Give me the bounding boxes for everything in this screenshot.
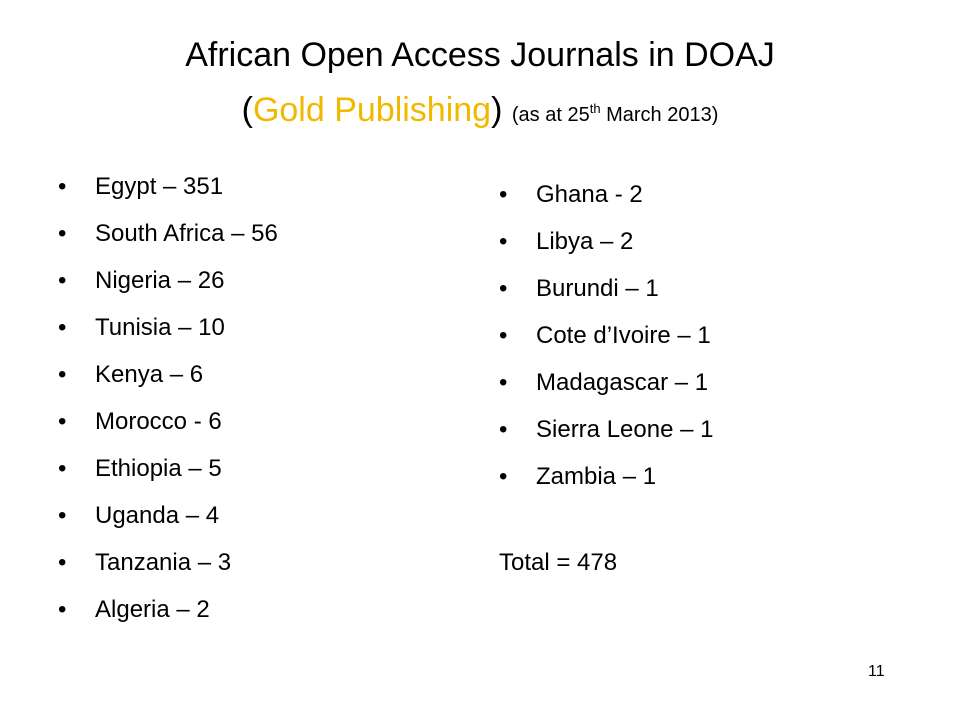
- list-item: • Zambia – 1: [499, 462, 713, 509]
- as-at-superscript: th: [589, 101, 601, 116]
- list-item-label: Libya – 2: [536, 228, 634, 255]
- left-country-list: • Egypt – 351 • South Africa – 56 • Nigeria…: [58, 172, 278, 642]
- bullet-icon: •: [499, 181, 508, 208]
- list-item: • Morocco - 6: [58, 407, 278, 454]
- list-item: • Egypt – 351: [58, 172, 278, 219]
- list-item-label: Cote d’Ivoire – 1: [536, 322, 711, 349]
- bullet-icon: •: [58, 455, 67, 482]
- list-item: • Burundi – 1: [499, 274, 713, 321]
- title-open-paren: (: [241, 91, 253, 129]
- as-at-prefix: (as at 25: [511, 104, 590, 126]
- bullet-icon: •: [499, 322, 508, 349]
- list-item-label: Ghana - 2: [536, 181, 643, 208]
- gold-publishing-label: Gold Publishing: [252, 91, 492, 129]
- as-at-suffix: March 2013): [600, 104, 719, 126]
- list-item: • Libya – 2: [499, 227, 713, 274]
- list-item-label: Burundi – 1: [536, 275, 659, 302]
- right-country-list: • Ghana - 2 • Libya – 2 • Burundi – 1 • Cote…: [499, 180, 713, 509]
- bullet-icon: •: [58, 502, 67, 529]
- list-item-label: Kenya – 6: [95, 361, 204, 388]
- list-item: • Sierra Leone – 1: [499, 415, 713, 462]
- total-count: Total = 478: [499, 549, 618, 576]
- bullet-icon: •: [58, 267, 67, 294]
- list-item: • Cote d’Ivoire – 1: [499, 321, 713, 368]
- list-item-label: Algeria – 2: [95, 596, 210, 623]
- list-item-label: Tunisia – 10: [95, 314, 225, 341]
- list-item-label: Madagascar – 1: [536, 369, 709, 396]
- list-item-label: Egypt – 351: [95, 173, 224, 200]
- page-number: 11: [868, 663, 885, 680]
- list-item-label: Sierra Leone – 1: [536, 416, 714, 443]
- bullet-icon: •: [58, 596, 67, 623]
- list-item: • Ethiopia – 5: [58, 454, 278, 501]
- list-item: • Madagascar – 1: [499, 368, 713, 415]
- bullet-icon: •: [499, 275, 508, 302]
- bullet-icon: •: [58, 220, 67, 247]
- list-item: • Tunisia – 10: [58, 313, 278, 360]
- list-item-label: Ethiopia – 5: [95, 455, 222, 482]
- list-item-label: Tanzania – 3: [95, 549, 232, 576]
- title-main: African Open Access Journals in DOAJ: [185, 36, 775, 74]
- list-item: • Uganda – 4: [58, 501, 278, 548]
- slide-title: African Open Access Journals in DOAJ (Go…: [0, 28, 960, 142]
- bullet-icon: •: [58, 314, 67, 341]
- title-close-paren: ): [491, 91, 503, 129]
- bullet-icon: •: [58, 173, 67, 200]
- list-item-label: Nigeria – 26: [95, 267, 225, 294]
- list-item-label: Morocco - 6: [95, 408, 222, 435]
- bullet-icon: •: [58, 361, 67, 388]
- list-item: • Kenya – 6: [58, 360, 278, 407]
- list-item: • Nigeria – 26: [58, 266, 278, 313]
- bullet-icon: •: [499, 369, 508, 396]
- list-item: • Tanzania – 3: [58, 548, 278, 595]
- list-item: • South Africa – 56: [58, 219, 278, 266]
- list-item-label: South Africa – 56: [95, 220, 278, 247]
- list-item-label: Zambia – 1: [536, 463, 657, 490]
- bullet-icon: •: [58, 549, 67, 576]
- as-at-date: (as at 25th March 2013): [511, 101, 719, 126]
- list-item: • Algeria – 2: [58, 595, 278, 642]
- list-item: • Ghana - 2: [499, 180, 713, 227]
- bullet-icon: •: [499, 228, 508, 255]
- bullet-icon: •: [499, 416, 508, 443]
- bullet-icon: •: [58, 408, 67, 435]
- list-item-label: Uganda – 4: [95, 502, 220, 529]
- title-subline: (Gold Publishing) (as at 25th March 2013…: [0, 82, 960, 142]
- bullet-icon: •: [499, 463, 508, 490]
